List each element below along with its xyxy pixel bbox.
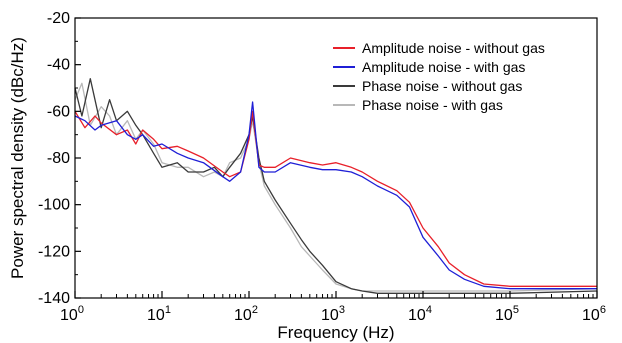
x-tick-label: 102 [234, 304, 258, 324]
series-line-2 [75, 102, 597, 289]
x-axis-title: Frequency (Hz) [277, 323, 394, 342]
y-axis-title: Power spectral density (dBc/Hz) [8, 37, 27, 279]
x-axis-ticks: 100 101 102 103 104 105 106 [60, 291, 606, 324]
x-tick-label: 101 [147, 304, 171, 324]
x-tick-label: 104 [408, 304, 432, 324]
series-line-3 [75, 79, 597, 294]
series-layer [75, 79, 597, 294]
y-tick-label: -20 [47, 10, 70, 27]
y-tick-label: -60 [47, 103, 70, 120]
x-tick-label: 103 [321, 304, 345, 324]
series-line-1 [75, 111, 597, 286]
y-tick-label: -120 [38, 243, 70, 260]
y-tick-label: -140 [38, 290, 70, 307]
x-tick-label: 100 [60, 304, 84, 324]
x-tick-label: 105 [495, 304, 519, 324]
x-tick-label: 106 [582, 304, 606, 324]
y-tick-label: -100 [38, 197, 70, 214]
legend-label: Amplitude noise - without gas [362, 40, 545, 56]
legend-label: Phase noise - without gas [362, 78, 522, 94]
legend-label: Amplitude noise - with gas [362, 59, 525, 75]
y-tick-label: -80 [47, 150, 70, 167]
y-tick-label: -40 [47, 57, 70, 74]
legend-label: Phase noise - with gas [362, 97, 503, 113]
series-line-4 [75, 83, 597, 291]
legend: Amplitude noise - without gas Amplitude n… [333, 40, 545, 113]
